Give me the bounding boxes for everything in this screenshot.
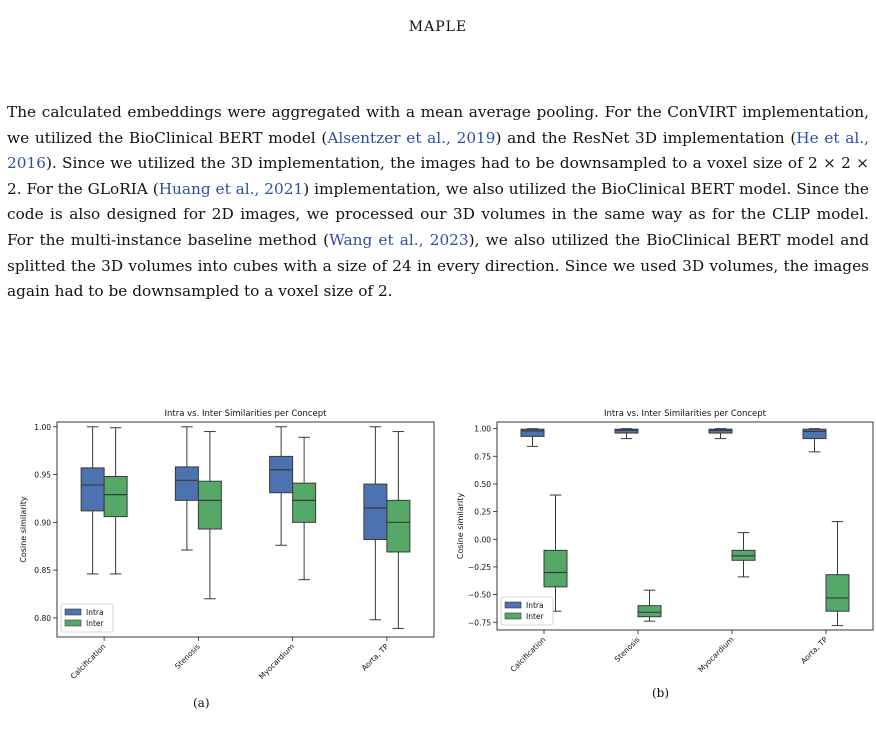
- paragraph-text: ) and the ResNet 3D implementation (: [495, 128, 797, 147]
- y-tick-label: 1.00: [474, 425, 491, 434]
- figure-caption-b: (b): [652, 686, 670, 700]
- legend-label: Intra: [86, 608, 104, 617]
- box-iqr: [520, 428, 545, 437]
- box-intra-aorta-tp: [802, 428, 827, 453]
- box-iqr: [637, 605, 662, 618]
- paragraph-text: ). Since we utilized the 3D implementati…: [7, 154, 869, 198]
- figure-caption-a: (a): [193, 696, 210, 710]
- box-iqr: [614, 428, 639, 434]
- citation-link[interactable]: Huang et al., 2021: [158, 179, 304, 198]
- box-intra-myocardium: [269, 426, 294, 546]
- y-tick-label: 0.95: [34, 471, 51, 480]
- x-tick-label: Calcification: [69, 642, 108, 681]
- x-tick-label: Calcification: [509, 635, 548, 674]
- box-inter-myocardium: [731, 532, 756, 578]
- box-iqr: [802, 428, 827, 440]
- plot-frame: [56, 421, 435, 638]
- box-iqr: [80, 467, 105, 512]
- box-inter-stenosis: [197, 431, 222, 600]
- box-iqr: [269, 455, 294, 494]
- x-tick-label: Aorta, TP: [799, 635, 830, 666]
- box-iqr: [708, 428, 733, 434]
- citation-link[interactable]: Alsentzer et al., 2019: [327, 128, 496, 147]
- chart-a: Intra vs. Inter Similarities per Concept…: [19, 409, 435, 681]
- box-inter-aorta-tp: [825, 521, 850, 627]
- legend-swatch: [64, 619, 82, 627]
- chart-b: Intra vs. Inter Similarities per Concept…: [456, 409, 874, 674]
- plot-frame: [496, 421, 874, 631]
- y-axis-label: Cosine similarity: [19, 496, 28, 563]
- box-inter-myocardium: [292, 436, 317, 581]
- box-intra-calcification: [520, 428, 545, 447]
- box-inter-aorta-tp: [386, 431, 411, 629]
- box-intra-stenosis: [174, 426, 199, 551]
- legend-swatch: [64, 608, 82, 616]
- box-iqr: [543, 549, 568, 588]
- box-iqr: [103, 475, 128, 518]
- y-tick-label: −0.50: [468, 591, 491, 600]
- citation-link[interactable]: Wang et al., 2023: [329, 230, 469, 249]
- x-tick-label: Myocardium: [696, 635, 735, 674]
- x-tick-label: Myocardium: [257, 642, 296, 681]
- y-tick-label: 0.50: [474, 480, 491, 489]
- y-tick-label: −0.25: [468, 563, 491, 572]
- box-inter-stenosis: [637, 589, 662, 622]
- y-tick-label: 0.00: [474, 535, 491, 544]
- box-intra-stenosis: [614, 428, 639, 440]
- chart-title: Intra vs. Inter Similarities per Concept: [604, 409, 767, 419]
- body-paragraph: The calculated embeddings were aggregate…: [7, 100, 869, 305]
- box-iqr: [197, 480, 222, 530]
- legend: Intra Inter: [60, 603, 114, 633]
- box-inter-calcification: [543, 494, 568, 612]
- box-intra-calcification: [80, 426, 105, 575]
- x-tick-label: Stenosis: [173, 642, 202, 671]
- paragraph-text: ), we also utilized the BioClinical BERT…: [7, 230, 869, 301]
- paragraph-text: The calculated embeddings were aggregate…: [7, 103, 869, 147]
- box-intra-myocardium: [708, 428, 733, 440]
- citation-link[interactable]: He et al., 2016: [7, 128, 869, 173]
- box-iqr: [363, 483, 388, 541]
- y-tick-label: 0.80: [34, 614, 51, 623]
- x-tick-label: Stenosis: [613, 635, 642, 664]
- y-tick-label: −0.75: [468, 618, 491, 627]
- y-tick-label: 1.00: [34, 423, 51, 432]
- legend-label: Inter: [526, 612, 545, 621]
- y-tick-label: 0.90: [34, 518, 51, 527]
- chart-title: Intra vs. Inter Similarities per Concept: [164, 409, 327, 419]
- running-head: MAPLE: [408, 19, 468, 35]
- legend-swatch: [504, 612, 522, 620]
- box-iqr: [825, 574, 850, 612]
- box-iqr: [174, 466, 199, 501]
- box-intra-aorta-tp: [363, 426, 388, 621]
- y-axis-label: Cosine similarity: [456, 493, 465, 560]
- legend-swatch: [504, 601, 522, 609]
- legend-label: Inter: [86, 619, 105, 628]
- x-tick-label: Aorta, TP: [360, 642, 391, 673]
- legend-label: Intra: [526, 601, 544, 610]
- y-tick-label: 0.25: [474, 508, 491, 517]
- y-tick-label: 0.85: [34, 566, 51, 575]
- legend: Intra Inter: [500, 596, 554, 626]
- box-inter-calcification: [103, 427, 128, 575]
- y-tick-label: 0.75: [474, 452, 491, 461]
- box-iqr: [292, 482, 317, 523]
- box-iqr: [386, 499, 411, 553]
- paragraph-text: ) implementation, we also utilized the B…: [7, 179, 869, 249]
